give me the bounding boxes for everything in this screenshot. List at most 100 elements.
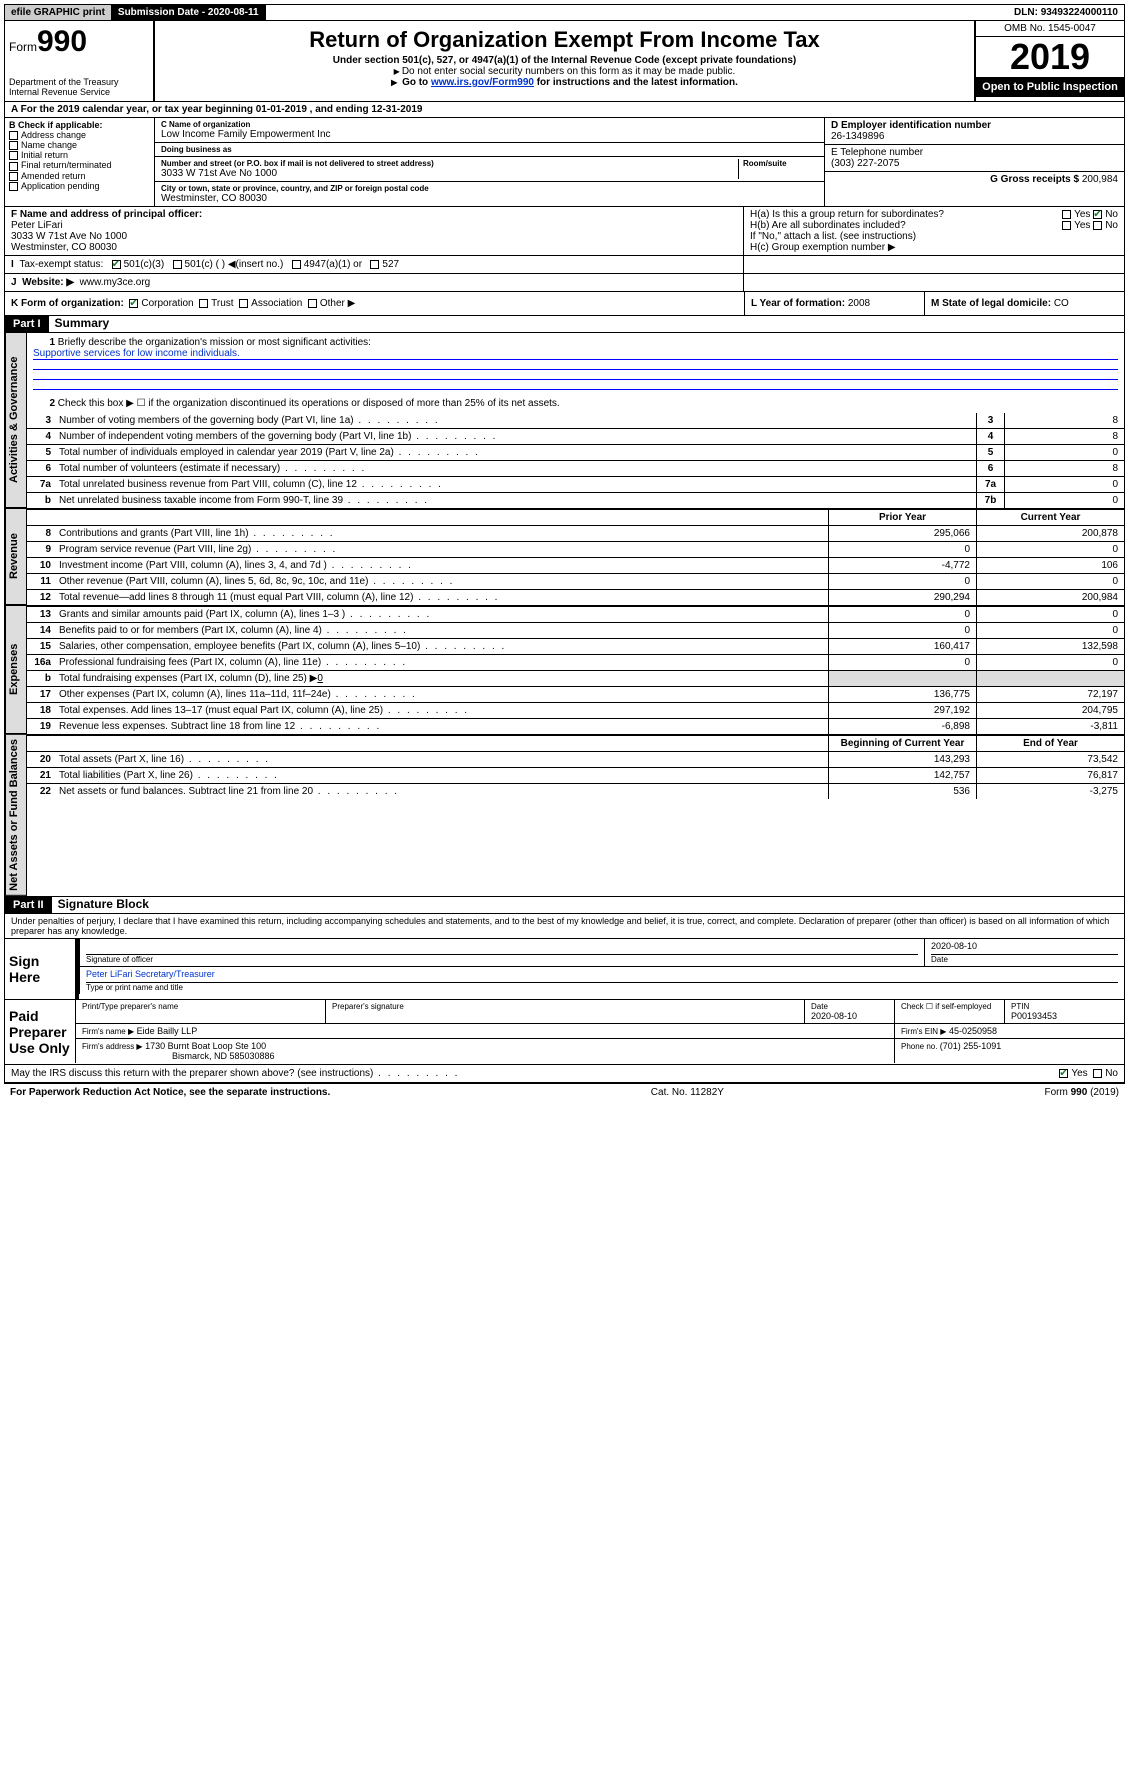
q2-label: Check this box ▶ ☐ if the organization d… [58, 398, 560, 409]
entity-block: B Check if applicable: Address change Na… [4, 118, 1125, 207]
gov-line-5: 5 Total number of individuals employed i… [27, 444, 1124, 460]
tax-status-cell: I Tax-exempt status: 501(c)(3) 501(c) ( … [5, 256, 744, 273]
cb-501c[interactable] [173, 260, 182, 269]
tab-revenue: Revenue [5, 509, 27, 605]
ha-question: H(a) Is this a group return for subordin… [750, 209, 1118, 220]
omb-number: OMB No. 1545-0047 [976, 21, 1124, 37]
ein-value: 26-1349896 [831, 131, 1118, 142]
form-subtitle-1: Under section 501(c), 527, or 4947(a)(1)… [165, 55, 964, 66]
q1-label: Briefly describe the organization's miss… [58, 337, 371, 348]
hc-exemption [744, 256, 1124, 273]
officer-addr2: Westminster, CO 80030 [11, 242, 737, 253]
summary-body: Activities & Governance 1 Briefly descri… [4, 333, 1125, 897]
city-cell: City or town, state or province, country… [155, 182, 824, 206]
firm-name-cell: Firm's name ▶ Eide Bailly LLP [75, 1024, 894, 1038]
year-box: OMB No. 1545-0047 2019 Open to Public In… [974, 21, 1124, 101]
cb-application-pending[interactable]: Application pending [9, 181, 150, 191]
part-ii-title: Signature Block [52, 897, 149, 913]
exp-line-19: 19 Revenue less expenses. Subtract line … [27, 718, 1124, 734]
cb-corporation[interactable] [129, 299, 138, 308]
exp-line-14: 14 Benefits paid to or for members (Part… [27, 622, 1124, 638]
exp-line-16a: 16a Professional fundraising fees (Part … [27, 654, 1124, 670]
prep-name-cell: Print/Type preparer's name [75, 1000, 325, 1023]
discuss-question: May the IRS discuss this return with the… [11, 1068, 1059, 1079]
sign-date-cell: 2020-08-10 Date [924, 939, 1124, 966]
phone-value: (303) 227-2075 [831, 158, 1118, 169]
exp-line-18: 18 Total expenses. Add lines 13–17 (must… [27, 702, 1124, 718]
cb-name-change[interactable]: Name change [9, 140, 150, 150]
name-address-column: C Name of organization Low Income Family… [155, 118, 824, 206]
self-employed-cell: Check ☐ if self-employed [894, 1000, 1004, 1023]
tab-expenses: Expenses [5, 606, 27, 734]
officer-name-cell: Peter LiFari Secretary/Treasurer Type or… [79, 967, 1124, 994]
part-ii-header: Part II Signature Block [4, 897, 1125, 914]
cb-4947[interactable] [292, 260, 301, 269]
cb-final-return[interactable]: Final return/terminated [9, 160, 150, 170]
net-line-20: 20 Total assets (Part X, line 16) 143,29… [27, 751, 1124, 767]
net-line-22: 22 Net assets or fund balances. Subtract… [27, 783, 1124, 799]
instructions-link[interactable]: www.irs.gov/Form990 [431, 77, 534, 88]
hb-note: If "No," attach a list. (see instruction… [750, 231, 1118, 242]
part-i-title: Summary [49, 316, 110, 332]
hc-question: H(c) Group exemption number ▶ [750, 242, 1118, 253]
rev-line-12: 12 Total revenue—add lines 8 through 11 … [27, 589, 1124, 605]
hdr-end-year: End of Year [976, 736, 1124, 751]
form-header: Form990 Department of the Treasury Inter… [4, 21, 1125, 102]
form-of-org-cell: K Form of organization: Corporation Trus… [5, 292, 744, 315]
part-i-tag: Part I [5, 316, 49, 332]
principal-officer-cell: F Name and address of principal officer:… [5, 207, 744, 255]
tax-period-row: A For the 2019 calendar year, or tax yea… [4, 102, 1125, 118]
phone-cell: E Telephone number (303) 227-2075 [825, 145, 1124, 172]
website-cell: J Website: ▶ www.my3ce.org [5, 274, 744, 291]
hdr-begin-year: Beginning of Current Year [828, 736, 976, 751]
exp-line-15: 15 Salaries, other compensation, employe… [27, 638, 1124, 654]
firm-phone-cell: Phone no. (701) 255-1091 [894, 1039, 1124, 1063]
cb-amended-return[interactable]: Amended return [9, 171, 150, 181]
discuss-row: May the IRS discuss this return with the… [4, 1065, 1125, 1083]
cb-other[interactable] [308, 299, 317, 308]
cb-address-change[interactable]: Address change [9, 130, 150, 140]
cb-initial-return[interactable]: Initial return [9, 150, 150, 160]
line-16b: b Total fundraising expenses (Part IX, c… [27, 670, 1124, 686]
tab-governance: Activities & Governance [5, 333, 27, 508]
submission-date: Submission Date - 2020-08-11 [112, 5, 266, 20]
gov-line-7a: 7a Total unrelated business revenue from… [27, 476, 1124, 492]
prep-date-cell: Date2020-08-10 [804, 1000, 894, 1023]
sign-here-label: Sign Here [5, 939, 75, 999]
net-line-21: 21 Total liabilities (Part X, line 26) 1… [27, 767, 1124, 783]
cb-trust[interactable] [199, 299, 208, 308]
officer-addr1: 3033 W 71st Ave No 1000 [11, 231, 737, 242]
officer-name: Peter LiFari [11, 220, 737, 231]
gov-line-b: b Net unrelated business taxable income … [27, 492, 1124, 508]
website-value: www.my3ce.org [80, 277, 151, 288]
cb-527[interactable] [370, 260, 379, 269]
form-stamp: Form 990 (2019) [1045, 1087, 1119, 1098]
street-cell: Number and street (or P.O. box if mail i… [155, 157, 824, 182]
ein-cell: D Employer identification number 26-1349… [825, 118, 1124, 145]
discuss-answer: Yes No [1059, 1068, 1118, 1079]
hdr-prior-year: Prior Year [828, 510, 976, 525]
section-governance: Activities & Governance 1 Briefly descri… [5, 333, 1124, 508]
paid-preparer-block: Paid Preparer Use Only Print/Type prepar… [4, 1000, 1125, 1065]
hb-question: H(b) Are all subordinates included? Yes … [750, 220, 1118, 231]
part-ii-tag: Part II [5, 897, 52, 913]
state-domicile-cell: M State of legal domicile: CO [924, 292, 1124, 315]
section-net-assets: Net Assets or Fund Balances Beginning of… [5, 734, 1124, 896]
gross-receipts-cell: G Gross receipts $ 200,984 [825, 172, 1124, 187]
prep-sig-cell: Preparer's signature [325, 1000, 804, 1023]
form-subtitle-3: Go to www.irs.gov/Form990 for instructio… [165, 77, 964, 88]
exp-line-13: 13 Grants and similar amounts paid (Part… [27, 606, 1124, 622]
cb-501c3[interactable] [112, 260, 121, 269]
pra-notice: For Paperwork Reduction Act Notice, see … [10, 1087, 330, 1098]
rev-line-8: 8 Contributions and grants (Part VIII, l… [27, 525, 1124, 541]
officer-group-row: F Name and address of principal officer:… [4, 207, 1125, 256]
org-name: Low Income Family Empowerment Inc [161, 129, 818, 140]
org-name-cell: C Name of organization Low Income Family… [155, 118, 824, 143]
efile-label: efile GRAPHIC print [5, 5, 112, 20]
form-title-box: Return of Organization Exempt From Incom… [155, 21, 974, 101]
tax-status-row: I Tax-exempt status: 501(c)(3) 501(c) ( … [4, 256, 1125, 274]
group-return-cell: H(a) Is this a group return for subordin… [744, 207, 1124, 255]
cb-association[interactable] [239, 299, 248, 308]
part-i-header: Part I Summary [4, 316, 1125, 333]
firm-addr-cell: Firm's address ▶ 1730 Burnt Boat Loop St… [75, 1039, 894, 1063]
